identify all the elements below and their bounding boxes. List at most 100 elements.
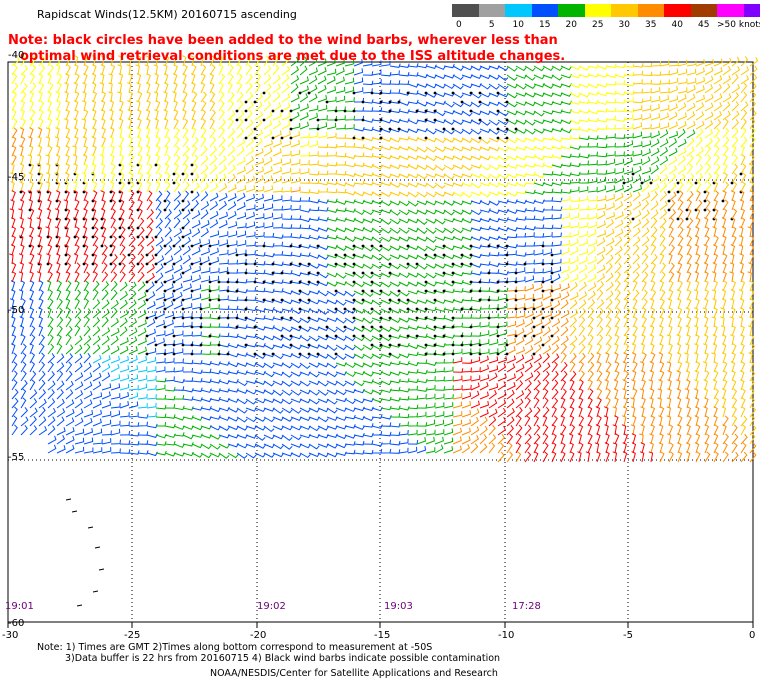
wind-barb — [461, 182, 473, 188]
wind-barb — [181, 100, 187, 112]
wind-barb — [272, 148, 282, 157]
wind-barb — [73, 190, 78, 202]
wind-barb — [371, 281, 383, 287]
wind-barb — [666, 415, 672, 427]
wind-barb — [407, 325, 419, 330]
wind-barb — [146, 217, 154, 229]
contamination-dot — [361, 271, 365, 275]
wind-barb — [200, 368, 212, 374]
wind-barb — [452, 322, 463, 328]
wind-barb — [353, 362, 365, 368]
wind-barb — [83, 271, 91, 283]
wind-barb — [263, 407, 275, 412]
wind-barb — [209, 396, 221, 402]
wind-barb — [100, 100, 106, 112]
wind-barb — [56, 280, 62, 292]
wind-barb — [389, 245, 401, 251]
wind-barb — [299, 132, 310, 139]
wind-barb — [344, 227, 356, 233]
wind-barb — [452, 164, 464, 170]
wind-barb — [128, 55, 133, 67]
wind-barb — [101, 447, 112, 454]
wind-barb — [92, 190, 98, 202]
wind-barb — [695, 111, 705, 121]
wind-barb — [299, 103, 309, 112]
wind-barb — [721, 226, 727, 238]
wind-barb — [164, 227, 172, 238]
wind-barb — [497, 173, 509, 180]
wind-barb — [641, 397, 646, 409]
wind-barb — [605, 158, 616, 166]
wind-barb — [64, 91, 69, 103]
wind-barb — [506, 346, 516, 355]
wind-barb — [577, 451, 582, 463]
wind-barb — [83, 343, 91, 355]
wind-barb — [712, 298, 717, 310]
wind-barb — [182, 396, 194, 401]
wind-barb — [740, 163, 747, 175]
wind-barb — [560, 361, 568, 373]
wind-barb — [407, 404, 419, 410]
wind-barb — [380, 405, 392, 411]
wind-barb — [227, 452, 239, 459]
wind-barb — [263, 335, 275, 341]
wind-barb — [380, 439, 391, 445]
wind-barb — [389, 413, 401, 418]
wind-barb — [353, 263, 365, 269]
wind-barb — [515, 346, 525, 355]
wind-barb — [191, 303, 202, 310]
wind-barb — [308, 308, 320, 314]
wind-barb — [533, 162, 545, 168]
wind-barb — [407, 369, 419, 374]
contamination-dot — [541, 262, 545, 266]
wind-barb — [164, 404, 176, 409]
wind-barb — [272, 241, 284, 247]
wind-barb — [353, 218, 365, 224]
wind-barb — [659, 122, 670, 130]
contamination-dot — [343, 325, 347, 329]
wind-barb — [434, 128, 446, 134]
wind-barb — [110, 289, 118, 301]
wind-barb — [99, 82, 105, 94]
wind-barb — [299, 252, 311, 257]
wind-barb — [263, 306, 275, 312]
wind-barb — [488, 173, 500, 180]
wind-barb — [524, 83, 536, 89]
wind-barb — [73, 127, 79, 139]
contamination-dot — [280, 136, 284, 140]
wind-barb — [110, 299, 119, 310]
wind-barb — [452, 445, 462, 454]
wind-barb — [218, 192, 228, 202]
wind-barb — [182, 136, 189, 148]
wind-barb — [677, 165, 687, 175]
contamination-dot — [253, 100, 257, 104]
contamination-dot — [172, 244, 176, 248]
wind-barb — [542, 224, 554, 230]
wind-barb — [551, 258, 562, 265]
contamination-dot — [91, 262, 95, 266]
contamination-dot — [469, 253, 473, 257]
wind-barb — [371, 263, 383, 270]
wind-barb — [506, 313, 517, 319]
wind-barb — [362, 163, 374, 168]
wind-barb — [569, 281, 578, 292]
wind-barb — [164, 163, 170, 175]
wind-barb — [641, 280, 647, 292]
wind-barb — [110, 262, 117, 274]
wind-barb — [614, 134, 626, 139]
wind-barb — [335, 170, 347, 176]
wind-barb — [73, 82, 78, 94]
wind-barb — [9, 208, 15, 220]
wind-barb — [146, 245, 155, 256]
wind-barb — [488, 262, 500, 268]
wind-barb — [578, 406, 583, 418]
contamination-dot — [244, 136, 248, 140]
wind-barb — [524, 119, 536, 126]
wind-barb — [263, 166, 273, 175]
wind-barb — [272, 213, 283, 220]
wind-barb — [218, 342, 230, 348]
wind-barb — [110, 244, 116, 256]
wind-barb — [20, 244, 25, 256]
wind-barb — [641, 227, 650, 238]
contamination-dot — [136, 226, 140, 230]
